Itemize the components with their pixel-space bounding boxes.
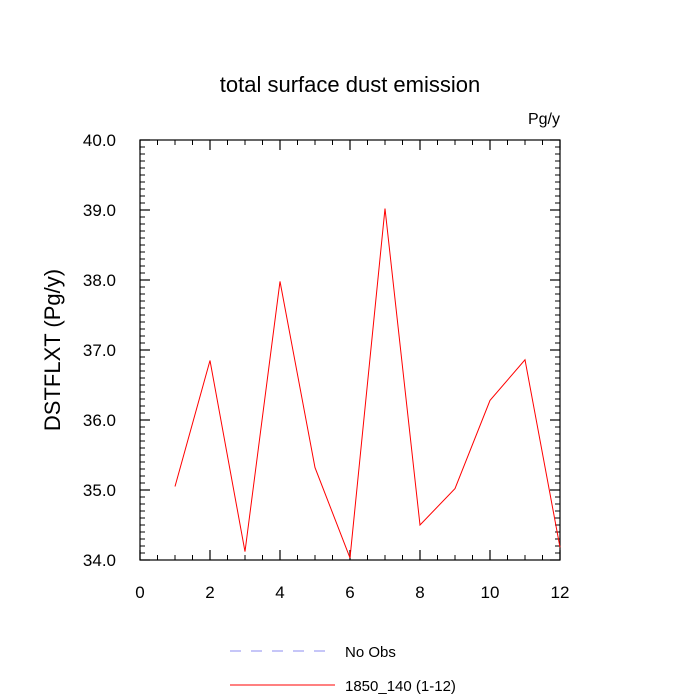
y-tick-label: 40.0 <box>83 131 116 150</box>
major-ticks <box>139 139 561 561</box>
x-tick-label: 6 <box>345 583 354 602</box>
units-label: Pg/y <box>528 111 560 128</box>
y-tick-label: 34.0 <box>83 551 116 570</box>
x-tick-label: 8 <box>415 583 424 602</box>
series-line <box>174 208 561 559</box>
y-tick-label: 35.0 <box>83 481 116 500</box>
y-tick-label: 38.0 <box>83 271 116 290</box>
x-tick-label: 10 <box>481 583 500 602</box>
minor-ticks <box>139 139 561 561</box>
x-tick-labels: 0 2 4 6 8 10 12 <box>135 583 569 602</box>
x-tick-label: 0 <box>135 583 144 602</box>
y-tick-label: 37.0 <box>83 341 116 360</box>
x-tick-label: 4 <box>275 583 284 602</box>
x-tick-label: 2 <box>205 583 214 602</box>
series-layer <box>174 208 561 559</box>
x-tick-label: 12 <box>551 583 570 602</box>
y-tick-label: 39.0 <box>83 201 116 220</box>
legend: No Obs 1850_140 (1-12) <box>230 644 456 695</box>
plot-frame <box>139 139 561 561</box>
legend-label: 1850_140 (1-12) <box>345 678 456 695</box>
y-tick-label: 36.0 <box>83 411 116 430</box>
legend-label: No Obs <box>345 644 396 661</box>
y-axis-label: DSTFLXT (Pg/y) <box>40 269 65 431</box>
chart-title: total surface dust emission <box>220 72 480 97</box>
y-tick-labels: 34.0 35.0 36.0 37.0 38.0 39.0 40.0 <box>83 131 116 570</box>
